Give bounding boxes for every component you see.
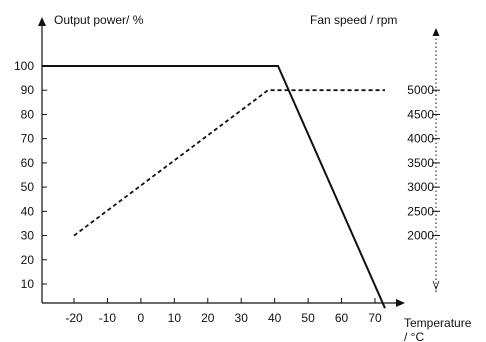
y2-axis-title: Fan speed / rpm xyxy=(310,13,397,27)
y-tick-label: 50 xyxy=(21,180,35,194)
y2-tick-label: 5000 xyxy=(407,83,434,97)
x-tick-label: 30 xyxy=(235,311,249,325)
y-tick-label: 40 xyxy=(21,204,35,218)
labels: Output power/ % Fan speed / rpm Temperat… xyxy=(54,13,472,342)
x-tick-label: 20 xyxy=(201,311,215,325)
y-axis-title: Output power/ % xyxy=(54,13,144,27)
x-tick-label: 0 xyxy=(138,311,145,325)
y-tick-label: 100 xyxy=(14,59,34,73)
ticks: -20 -10 0 10 20 30 40 50 60 70 10 20 30 40 50 60 70 80 90 1… xyxy=(14,59,440,325)
x-axis-unit: / °C xyxy=(404,330,424,342)
y2-tick-label: 3500 xyxy=(407,156,434,170)
output-power-line xyxy=(42,65,386,309)
y2-tick-label: 2500 xyxy=(407,204,434,218)
y-tick-label: 90 xyxy=(21,83,35,97)
x-tick-label: 50 xyxy=(301,311,315,325)
fan-speed-line xyxy=(73,89,385,237)
y-tick-label: 30 xyxy=(21,229,35,243)
x-tick-label: 60 xyxy=(335,311,349,325)
axes xyxy=(38,17,440,307)
y-axis-arrow xyxy=(38,17,46,26)
x-tick-label: -20 xyxy=(65,311,83,325)
x-tick-label: 70 xyxy=(368,311,382,325)
x-tick-label: 40 xyxy=(268,311,282,325)
x-tick-label: 10 xyxy=(168,311,182,325)
y2-tick-label: 4000 xyxy=(407,132,434,146)
y-tick-label: 60 xyxy=(21,156,35,170)
y2-axis-arrow xyxy=(432,28,440,36)
y-tick-label: 10 xyxy=(21,277,35,291)
x-axis-title: Temperature xyxy=(404,316,472,330)
y-tick-label: 70 xyxy=(21,132,35,146)
y-tick-label: 80 xyxy=(21,107,35,121)
x-axis-arrow xyxy=(396,299,405,307)
y-tick-label: 20 xyxy=(21,253,35,267)
series xyxy=(42,65,386,309)
y2-axis-lower-mark xyxy=(432,280,440,291)
y2-tick-label: 2000 xyxy=(407,229,434,243)
y2-tick-label: 3000 xyxy=(407,180,434,194)
y2-tick-label: 4500 xyxy=(407,107,434,121)
x-tick-label: -10 xyxy=(99,311,117,325)
